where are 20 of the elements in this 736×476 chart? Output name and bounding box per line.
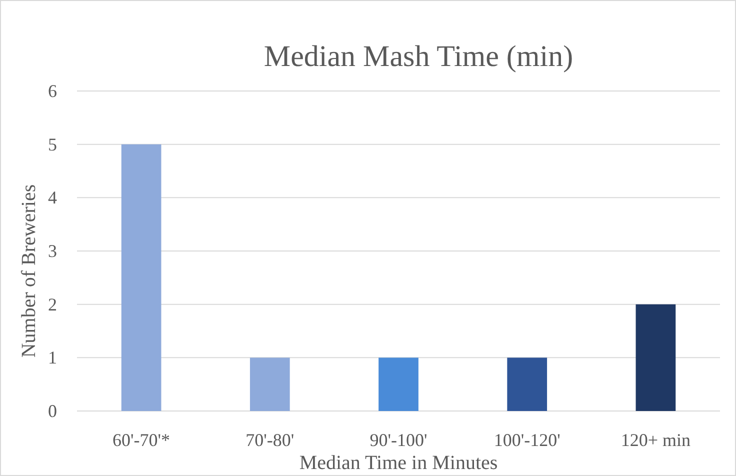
y-tick-label: 4 [48, 188, 57, 208]
bar [507, 358, 548, 411]
y-tick-label: 5 [48, 134, 57, 154]
bar [250, 358, 290, 411]
x-tick-label: 70'-80' [246, 430, 294, 450]
x-tick-label: 100'-120' [494, 430, 560, 450]
bar [121, 144, 162, 411]
x-tick-label: 60'-70'* [112, 430, 170, 450]
y-tick-label: 3 [48, 241, 57, 261]
x-tick-label: 90'-100' [370, 430, 428, 450]
y-axis-title: Number of Breweries [18, 184, 40, 358]
chart-title: Median Mash Time (min) [264, 40, 574, 73]
y-tick-label: 0 [48, 401, 57, 421]
y-tick-label: 6 [48, 81, 57, 101]
bar [636, 304, 676, 411]
x-tick-label: 120+ min [620, 430, 691, 450]
y-tick-label: 2 [48, 294, 57, 314]
bar [378, 358, 418, 411]
y-tick-label: 1 [48, 348, 57, 368]
x-axis-title: Median Time in Minutes [299, 452, 498, 474]
